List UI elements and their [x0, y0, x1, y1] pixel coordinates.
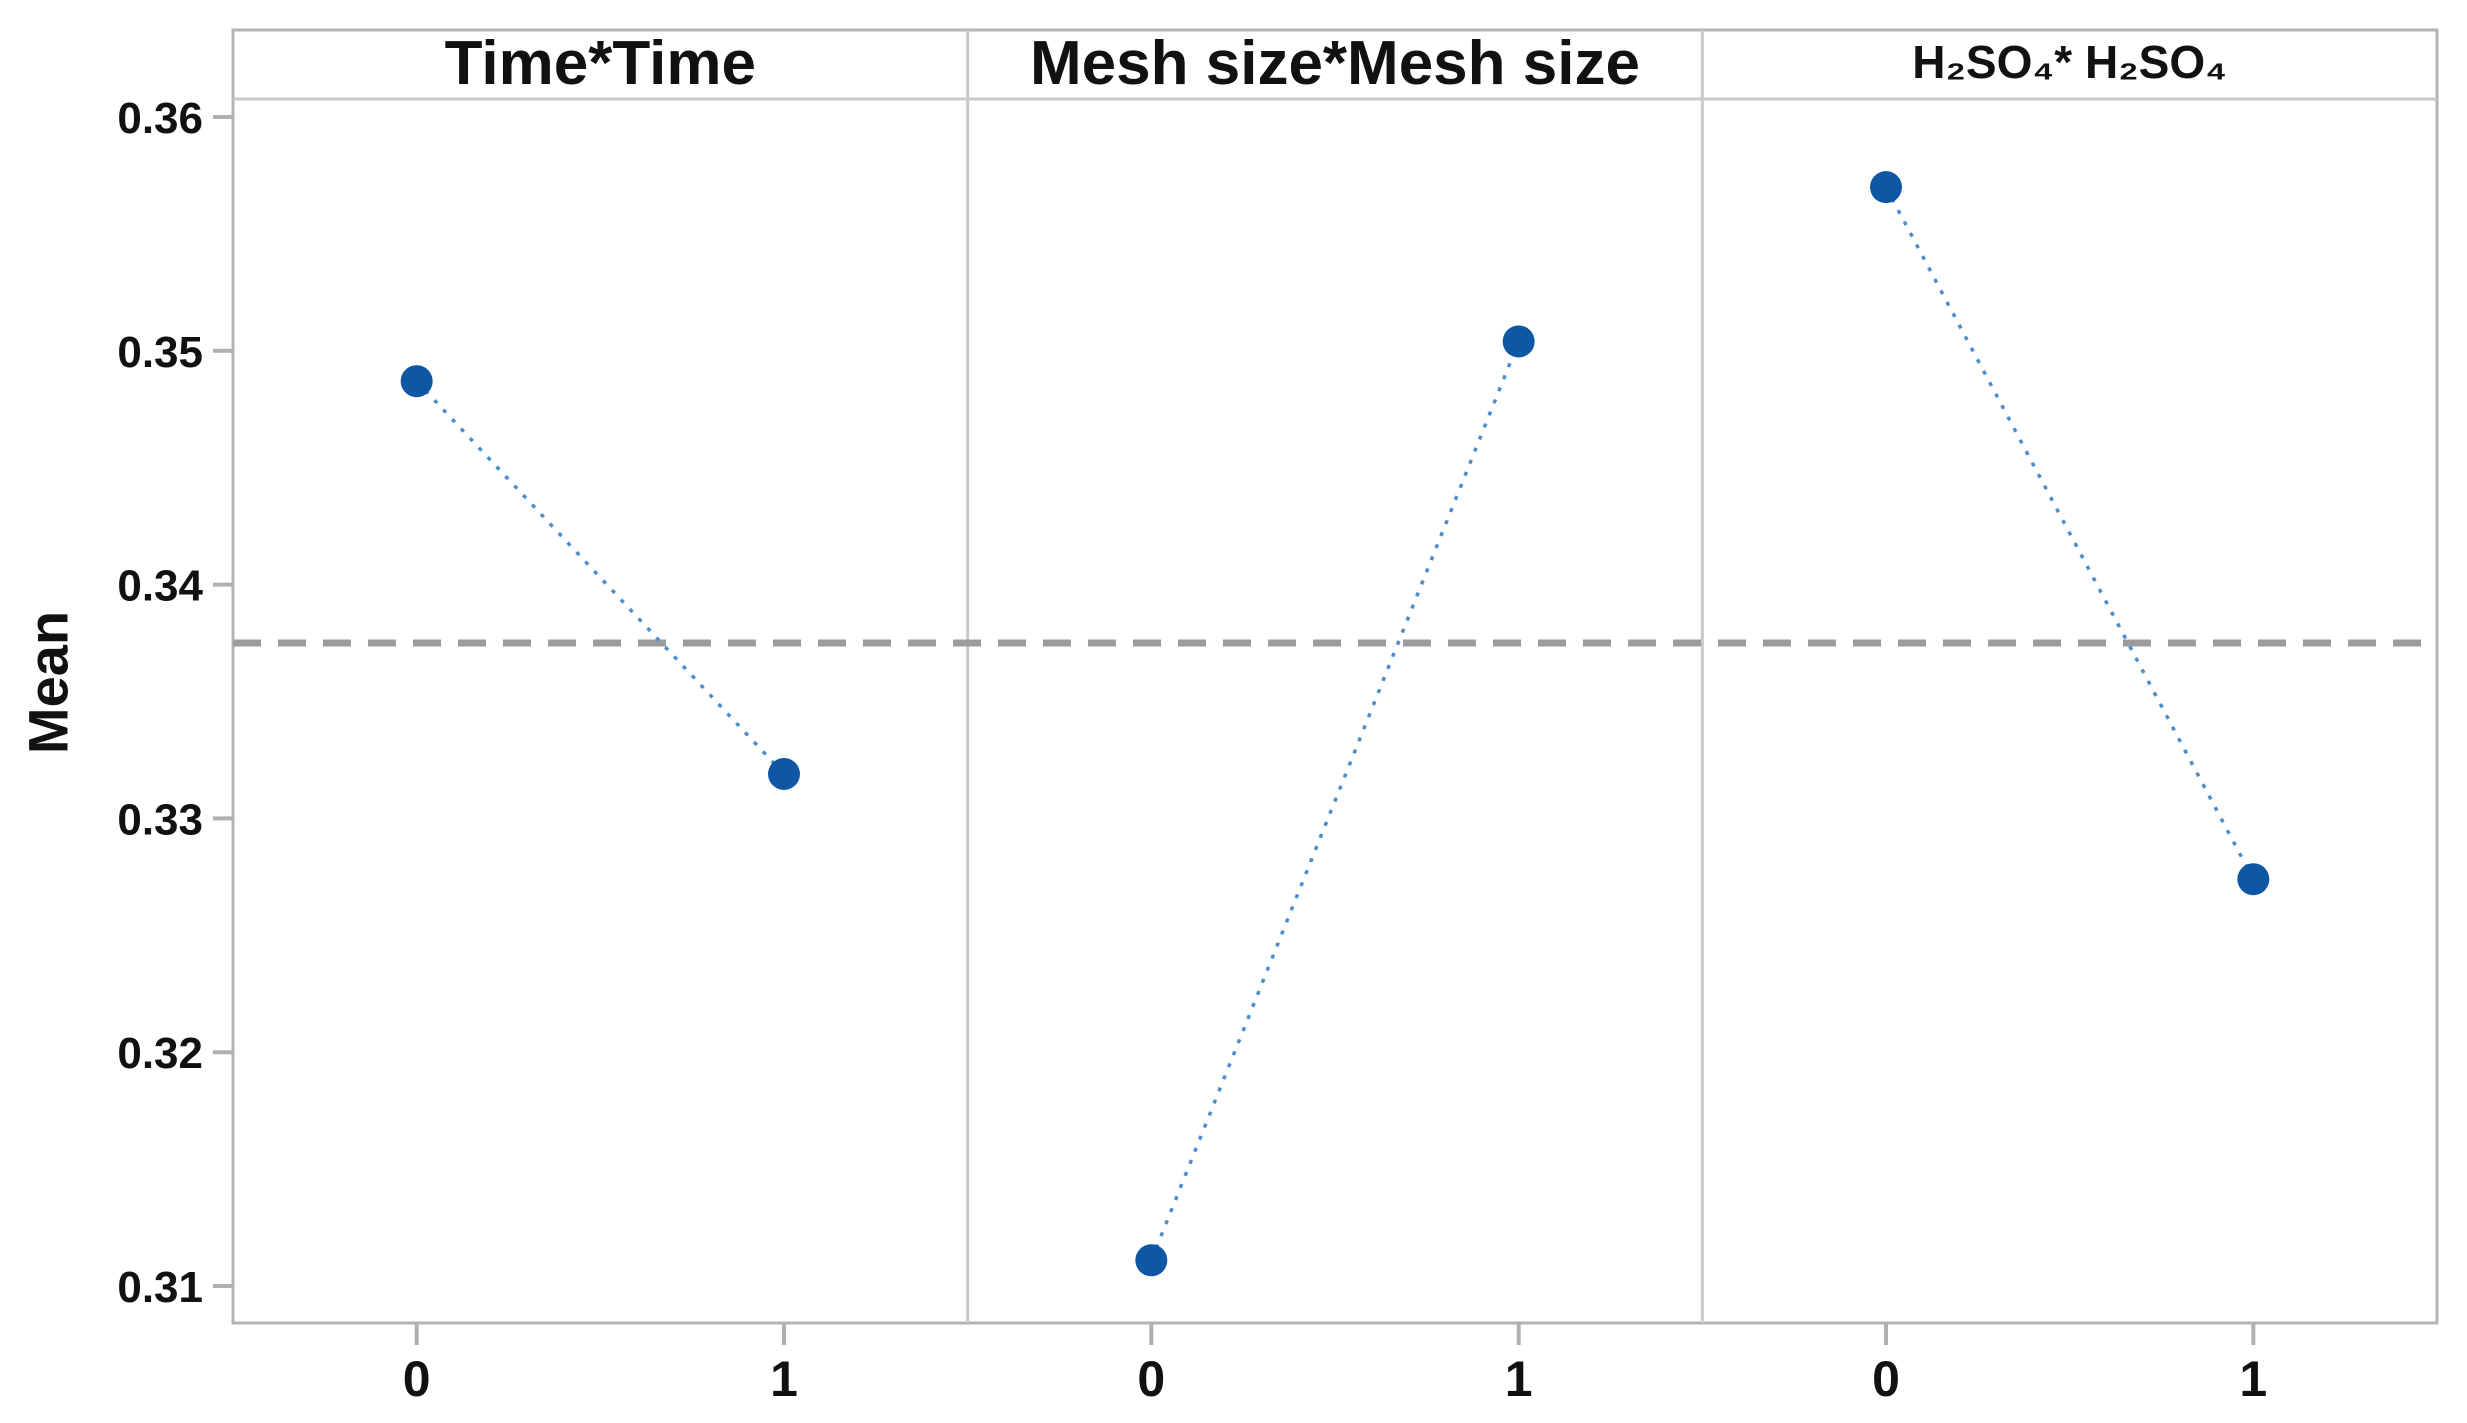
interaction-segment [1149, 340, 1521, 1261]
x-tick-label: 0 [1872, 1351, 1900, 1407]
data-point [1870, 171, 1902, 204]
data-point [768, 757, 800, 790]
data-point [1502, 325, 1535, 358]
x-tick-label: 0 [403, 1351, 431, 1407]
y-tick-label: 0.36 [117, 94, 203, 143]
data-point [400, 365, 433, 398]
y-axis-label: Mean [16, 610, 80, 755]
panel-title: H₂SO₄* H₂SO₄ [1912, 36, 2227, 88]
y-tick-label: 0.31 [117, 1263, 203, 1312]
x-tick-label: 1 [2239, 1351, 2267, 1407]
x-tick-label: 0 [1137, 1351, 1165, 1407]
y-tick-label: 0.34 [117, 562, 203, 611]
data-point [1135, 1244, 1168, 1277]
y-tick-label: 0.35 [117, 328, 203, 377]
y-tick-label: 0.33 [117, 795, 203, 844]
x-tick-label: 1 [1505, 1351, 1533, 1407]
panel-title: Mesh size*Mesh size [1030, 29, 1640, 98]
interaction-segment [415, 379, 786, 776]
data-point [2237, 863, 2270, 896]
x-tick-label: 1 [770, 1351, 798, 1407]
interaction-segment [1884, 186, 2255, 881]
plot-border [231, 28, 2439, 1325]
panel-title: Time*Time [445, 29, 756, 98]
y-tick-label: 0.32 [117, 1029, 203, 1078]
